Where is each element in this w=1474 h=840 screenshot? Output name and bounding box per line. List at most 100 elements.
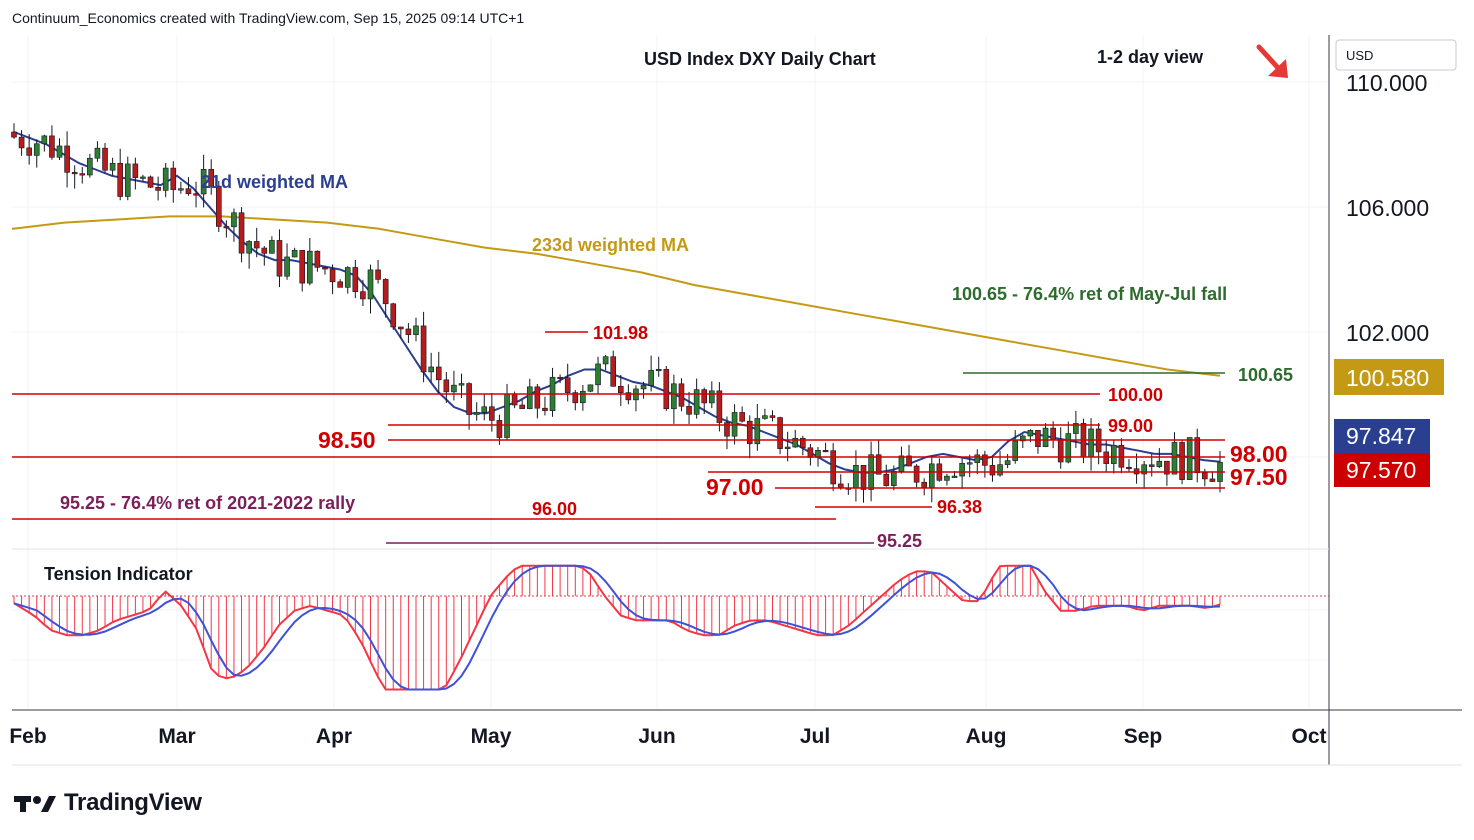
candle — [982, 450, 988, 478]
candle — [413, 317, 419, 342]
candle — [1012, 430, 1019, 464]
price-levels — [12, 331, 1225, 544]
candle — [276, 229, 283, 288]
candle — [860, 465, 867, 503]
candle — [26, 134, 32, 165]
candle — [754, 404, 761, 451]
x-tick-aug: Aug — [966, 725, 1007, 748]
candle — [322, 266, 328, 275]
candle — [1057, 427, 1064, 469]
candle — [1073, 410, 1079, 449]
candle — [906, 444, 912, 467]
x-tick-sep: Sep — [1124, 725, 1163, 748]
candle — [284, 243, 290, 280]
candle — [1095, 422, 1102, 465]
candle — [1164, 460, 1170, 486]
last-price-value: 97.570 — [1346, 457, 1416, 483]
candle — [1179, 439, 1185, 485]
candle — [352, 260, 359, 299]
candle — [564, 363, 571, 402]
y-tick-110: 110.000 — [1346, 70, 1427, 96]
candle — [200, 154, 207, 208]
candle — [360, 279, 366, 307]
currency-button[interactable] — [1335, 39, 1457, 71]
level-label-100-00: 100.00 — [1108, 385, 1163, 405]
candle — [1194, 428, 1201, 483]
candle — [155, 176, 161, 201]
candle — [678, 378, 685, 412]
level-label-96-00: 96.00 — [532, 499, 577, 519]
candle — [549, 367, 556, 417]
candle — [671, 374, 677, 424]
candle — [314, 250, 321, 272]
candle — [1035, 430, 1041, 454]
candle — [162, 163, 169, 198]
candle — [185, 177, 192, 196]
tradingview-logo: TradingView — [14, 788, 202, 818]
candle — [1141, 461, 1147, 489]
candle — [443, 372, 450, 403]
chart-title: USD Index DXY Daily Chart — [644, 49, 876, 69]
candle — [845, 483, 852, 495]
level-label-97-50: 97.50 — [1230, 464, 1288, 490]
ma21-price-badge — [1334, 419, 1430, 453]
candle — [329, 264, 336, 295]
candle — [997, 451, 1003, 477]
candle — [291, 247, 298, 258]
oscillator-histogram — [13, 565, 1221, 690]
candle — [124, 156, 131, 201]
candle — [739, 406, 745, 423]
candle — [147, 175, 154, 189]
ma233-label: 233d weighted MA — [532, 235, 689, 255]
candle — [587, 384, 594, 393]
level-label-100-65: 100.65 — [1238, 365, 1293, 385]
candle — [557, 374, 563, 384]
candle — [299, 250, 306, 292]
candle — [261, 246, 268, 266]
candle — [238, 207, 245, 263]
ma233-price-value: 100.580 — [1346, 365, 1429, 391]
candle — [56, 138, 63, 161]
candle — [344, 266, 351, 294]
candle — [18, 130, 25, 156]
candle — [178, 181, 184, 194]
candle — [1186, 437, 1193, 481]
candle — [367, 264, 374, 314]
candle — [762, 408, 768, 420]
candle — [489, 392, 495, 432]
candle — [792, 429, 799, 448]
candle — [648, 355, 654, 392]
candle — [966, 454, 973, 478]
candle — [800, 435, 806, 456]
candle — [451, 370, 457, 401]
candle — [466, 382, 472, 430]
candle — [428, 352, 434, 383]
ma21-label: 21d weighted MA — [201, 172, 348, 192]
candle — [989, 455, 996, 482]
candle — [375, 259, 381, 284]
candle — [215, 181, 222, 233]
candle — [572, 390, 579, 411]
currency-label: USD — [1346, 48, 1373, 63]
candle — [693, 378, 700, 419]
candle — [481, 394, 488, 421]
candle — [33, 139, 40, 168]
candle — [777, 416, 783, 455]
candle — [223, 220, 230, 238]
candle — [49, 125, 55, 160]
candle — [655, 356, 662, 377]
candle — [231, 208, 237, 242]
candle — [534, 383, 541, 419]
candle — [102, 142, 108, 173]
level-label-97-00: 97.00 — [706, 474, 764, 500]
candle — [11, 123, 17, 139]
fib-label: 100.65 - 76.4% ret of May-Jul fall — [952, 284, 1227, 304]
candle — [716, 382, 723, 432]
x-tick-jun: Jun — [638, 725, 675, 748]
candle — [109, 157, 116, 176]
x-tick-jul: Jul — [800, 725, 830, 748]
candle — [746, 415, 753, 459]
candle — [1004, 454, 1011, 469]
y-tick-102: 102.000 — [1346, 320, 1429, 346]
